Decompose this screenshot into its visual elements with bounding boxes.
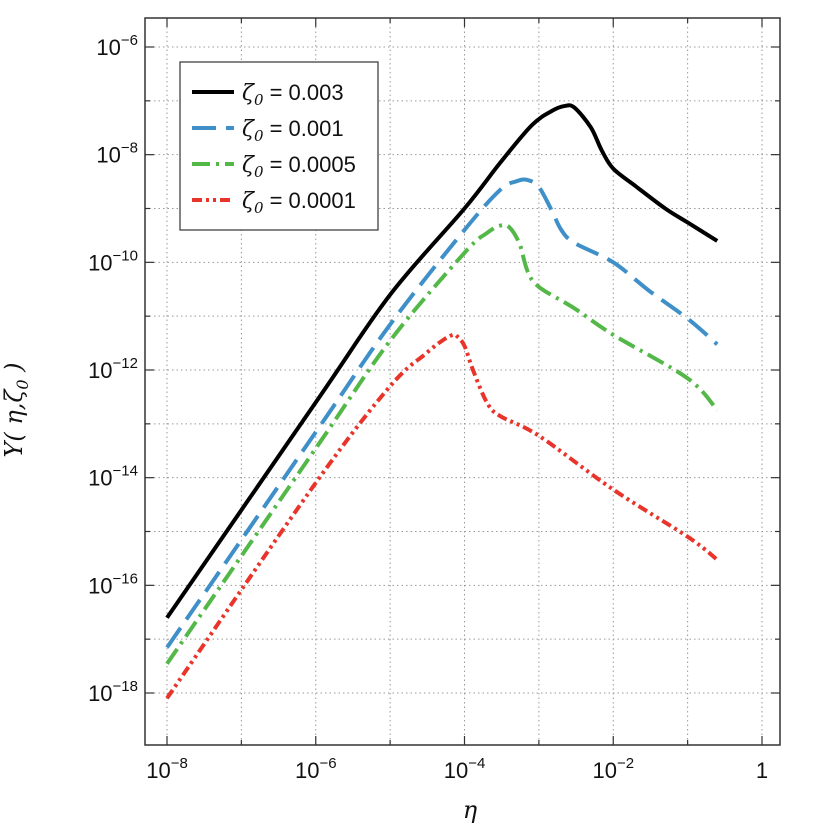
x-tick-label-exponent: −8 (171, 755, 188, 772)
x-tick-label-base: 10 (444, 758, 468, 783)
y-tick-label: 10−14 (88, 463, 138, 491)
y-tick-label-base: 10 (88, 573, 112, 598)
x-tick-label-base: 10 (146, 758, 170, 783)
y-tick-label-base: 10 (96, 35, 120, 60)
x-tick-label-exponent: −4 (468, 755, 485, 772)
x-tick-label-base: 10 (592, 758, 616, 783)
x-tick-label-exponent: −6 (319, 755, 336, 772)
y-tick-label-base: 10 (88, 250, 112, 275)
legend-subscript: 0 (254, 127, 264, 145)
y-tick-label-exponent: −18 (113, 678, 138, 695)
y-tick-label-base: 10 (88, 358, 112, 383)
y-tick-label: 10−16 (88, 570, 138, 598)
x-tick-label: 1 (756, 758, 768, 783)
legend-subscript: 0 (254, 199, 264, 217)
legend-value: = 0.0005 (263, 152, 355, 177)
y-axis-label: Y( η,ζ0 ) (0, 362, 32, 457)
legend-symbol: ζ (242, 189, 256, 214)
y-axis-label-main: Y( η,ζ (0, 388, 28, 458)
plot-frame (144, 17, 781, 746)
legend-label-4: ζ0 = 0.0001 (242, 188, 356, 217)
legend-label-2: ζ0 = 0.001 (242, 116, 344, 145)
series-line-4 (165, 332, 719, 700)
legend-value: = 0.0001 (263, 188, 355, 213)
legend-label-1: ζ0 = 0.003 (242, 80, 344, 109)
legend-subscript: 0 (254, 91, 264, 109)
y-tick-label-base: 10 (96, 143, 120, 168)
x-tick-label-base: 1 (756, 758, 768, 783)
y-tick-label: 10−10 (88, 247, 138, 275)
legend-value: = 0.003 (263, 80, 343, 105)
x-axis-label: η (463, 796, 478, 824)
x-tick-label: 10−8 (146, 755, 188, 783)
y-tick-label-base: 10 (88, 466, 112, 491)
y-tick-label: 10−12 (88, 355, 138, 383)
y-axis-label-sub: 0 (13, 379, 32, 389)
y-tick-label-exponent: −16 (113, 570, 138, 587)
y-tick-label-base: 10 (88, 681, 112, 706)
y-tick-label-exponent: −14 (113, 463, 138, 480)
legend-symbol: ζ (242, 81, 256, 106)
y-tick-label-exponent: −12 (113, 355, 138, 372)
x-tick-label: 10−2 (592, 755, 634, 783)
y-tick-label-exponent: −8 (121, 140, 138, 157)
series-line-3 (165, 222, 719, 665)
x-tick-label: 10−6 (295, 755, 337, 783)
legend-value: = 0.001 (263, 116, 343, 141)
y-axis-label-close: ) (0, 362, 28, 379)
series-line-2 (165, 177, 719, 649)
y-tick-label: 10−8 (96, 140, 138, 168)
legend-symbol: ζ (242, 117, 256, 142)
y-tick-label: 10−18 (88, 678, 138, 706)
series-line-1 (165, 103, 719, 619)
x-axis-ticks: 10−8 10−6 10−4 10−2 1 (146, 18, 768, 783)
y-tick-label-exponent: −10 (113, 247, 138, 264)
x-tick-label-exponent: −2 (617, 755, 634, 772)
x-tick-label: 10−4 (444, 755, 486, 783)
y-tick-label: 10−6 (96, 32, 138, 60)
y-tick-label-exponent: −6 (121, 32, 138, 49)
x-tick-label-base: 10 (295, 758, 319, 783)
legend-subscript: 0 (254, 163, 264, 181)
legend-symbol: ζ (242, 153, 256, 178)
series-group (165, 103, 719, 700)
legend-label-3: ζ0 = 0.0005 (242, 152, 356, 181)
